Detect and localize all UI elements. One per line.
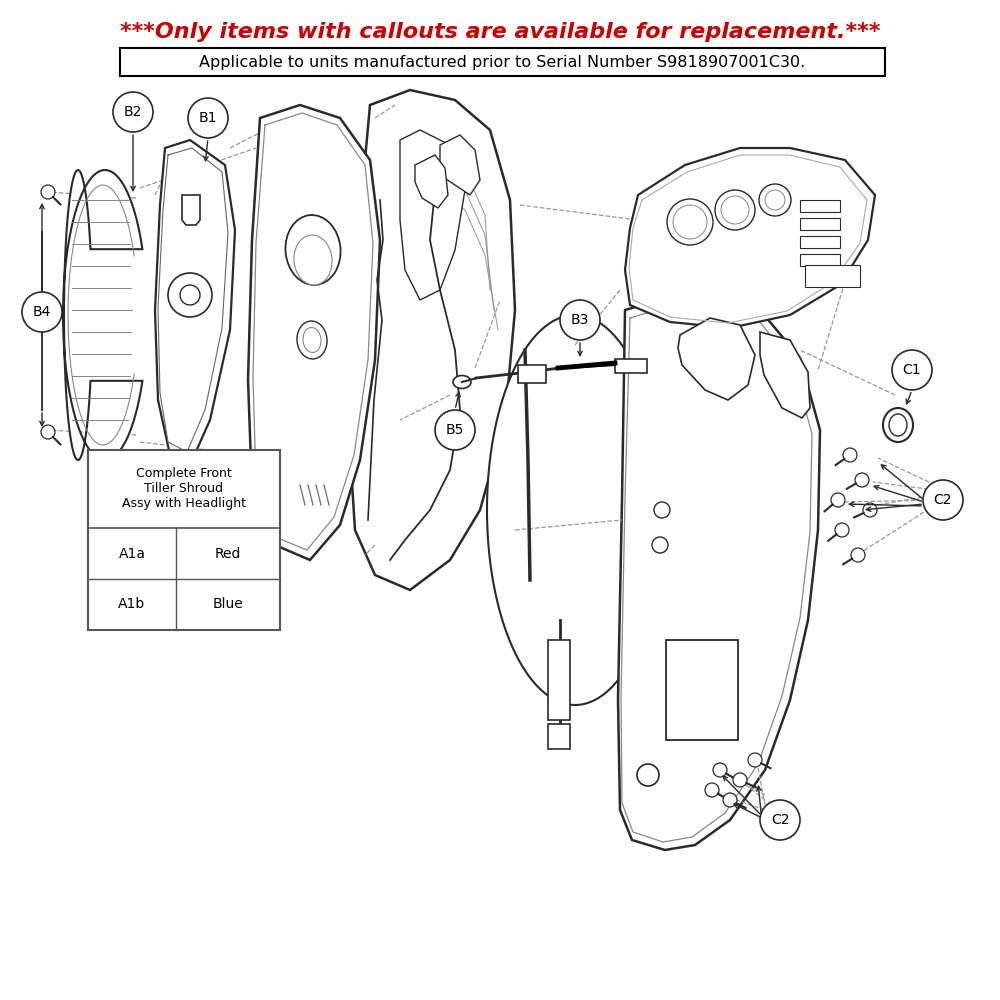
Circle shape (892, 350, 932, 390)
Text: C1: C1 (903, 363, 921, 377)
Circle shape (831, 493, 845, 507)
Circle shape (843, 448, 857, 462)
Text: B4: B4 (33, 305, 51, 319)
Polygon shape (760, 332, 810, 418)
Polygon shape (182, 195, 200, 225)
Text: ***Only items with callouts are available for replacement.***: ***Only items with callouts are availabl… (120, 22, 880, 42)
Text: B3: B3 (571, 313, 589, 327)
Ellipse shape (889, 414, 907, 436)
Ellipse shape (637, 764, 659, 786)
Ellipse shape (883, 408, 913, 442)
Bar (518, 365, 546, 383)
Circle shape (721, 196, 749, 224)
Circle shape (760, 800, 800, 840)
Circle shape (855, 473, 869, 487)
Bar (800, 236, 840, 248)
Polygon shape (678, 318, 755, 400)
Ellipse shape (297, 321, 327, 359)
Circle shape (435, 410, 475, 450)
Polygon shape (415, 155, 448, 208)
Text: B1: B1 (199, 111, 217, 125)
Text: Applicable to units manufactured prior to Serial Number S9818907001C30.: Applicable to units manufactured prior t… (199, 55, 805, 70)
Bar (548, 724, 570, 749)
Circle shape (765, 190, 785, 210)
Text: B2: B2 (124, 105, 142, 119)
Ellipse shape (453, 375, 471, 388)
Text: A1b: A1b (118, 597, 146, 611)
Circle shape (923, 480, 963, 520)
Circle shape (851, 548, 865, 562)
Bar (666, 640, 738, 740)
Polygon shape (487, 315, 663, 705)
Text: Complete Front
Tiller Shroud
Assy with Headlight: Complete Front Tiller Shroud Assy with H… (122, 468, 246, 510)
Circle shape (713, 763, 727, 777)
Polygon shape (63, 170, 142, 460)
Bar (805, 265, 860, 287)
Circle shape (654, 502, 670, 518)
Text: Red: Red (215, 546, 241, 560)
Bar (548, 640, 570, 720)
Polygon shape (348, 90, 515, 590)
Circle shape (759, 184, 791, 216)
Circle shape (560, 300, 600, 340)
Polygon shape (625, 148, 875, 328)
Circle shape (652, 537, 668, 553)
Circle shape (835, 523, 849, 537)
Ellipse shape (294, 235, 332, 285)
Bar (800, 254, 840, 266)
Ellipse shape (285, 215, 341, 285)
Bar (800, 218, 840, 230)
Circle shape (705, 783, 719, 797)
Circle shape (113, 92, 153, 132)
Text: C2: C2 (771, 813, 789, 827)
Polygon shape (155, 140, 235, 465)
Circle shape (673, 205, 707, 239)
Text: Blue: Blue (213, 597, 243, 611)
Circle shape (41, 185, 55, 199)
Polygon shape (400, 130, 465, 300)
Circle shape (22, 292, 62, 332)
Bar (615, 359, 647, 373)
Circle shape (667, 199, 713, 245)
Circle shape (715, 190, 755, 230)
Polygon shape (440, 135, 480, 195)
Circle shape (723, 793, 737, 807)
Circle shape (733, 773, 747, 787)
Circle shape (180, 285, 200, 305)
Bar (88, 450, 280, 630)
Circle shape (863, 503, 877, 517)
Circle shape (41, 425, 55, 439)
Text: C2: C2 (934, 493, 952, 507)
Circle shape (168, 273, 212, 317)
Text: A1a: A1a (119, 546, 146, 560)
Polygon shape (618, 290, 820, 850)
Circle shape (188, 98, 228, 138)
Text: B5: B5 (446, 423, 464, 437)
Bar (800, 200, 840, 212)
Ellipse shape (303, 328, 321, 352)
Circle shape (748, 753, 762, 767)
Polygon shape (248, 105, 380, 560)
Bar (120, 48, 885, 76)
